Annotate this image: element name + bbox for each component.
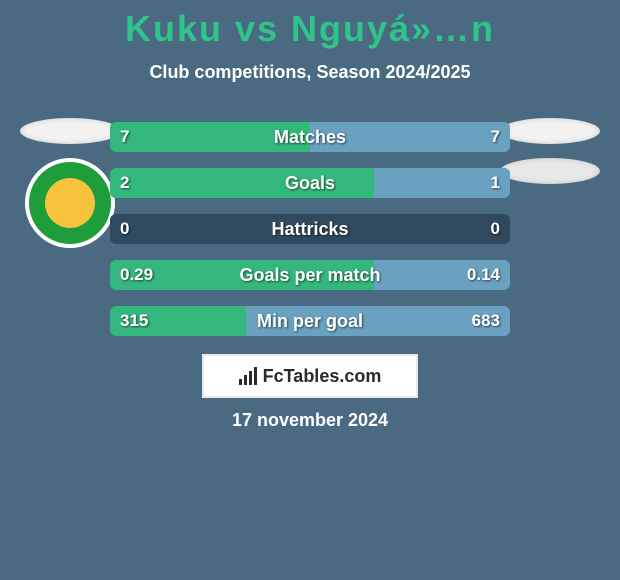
stat-value-left: 2: [120, 173, 129, 193]
stat-label: Goals: [285, 173, 335, 194]
stat-bar: 0.29 0.14 Goals per match: [110, 260, 510, 290]
team-left-club-badge-inner: [45, 178, 95, 228]
page-subtitle: Club competitions, Season 2024/2025: [0, 62, 620, 83]
stat-value-right: 7: [491, 127, 500, 147]
stat-label: Min per goal: [257, 311, 363, 332]
stat-value-left: 315: [120, 311, 148, 331]
team-left-club-badge: [25, 158, 115, 248]
bar-chart-icon: [239, 367, 257, 385]
stat-value-right: 1: [491, 173, 500, 193]
page-title: Kuku vs Nguyá»…n: [0, 8, 620, 50]
stats-bars: 7 7 Matches 2 1 Goals 0 0 Hattricks 0.29 0.14 Goals…: [110, 122, 510, 336]
stat-value-left: 0: [120, 219, 129, 239]
stat-value-right: 0.14: [467, 265, 500, 285]
stat-value-right: 0: [491, 219, 500, 239]
stat-label: Matches: [274, 127, 346, 148]
stat-bar: 0 0 Hattricks: [110, 214, 510, 244]
team-left-badge-ellipse: [20, 118, 120, 144]
stat-label: Goals per match: [239, 265, 380, 286]
brand-badge: FcTables.com: [202, 354, 418, 398]
stat-label: Hattricks: [271, 219, 348, 240]
stat-bar: 7 7 Matches: [110, 122, 510, 152]
brand-text: FcTables.com: [263, 366, 382, 387]
stat-bar: 315 683 Min per goal: [110, 306, 510, 336]
stat-value-left: 7: [120, 127, 129, 147]
team-right-badge-ellipse: [500, 118, 600, 144]
stat-bar: 2 1 Goals: [110, 168, 510, 198]
snapshot-date: 17 november 2024: [0, 410, 620, 431]
stat-value-right: 683: [472, 311, 500, 331]
comparison-card: Kuku vs Nguyá»…n Club competitions, Seas…: [0, 0, 620, 580]
team-right-club-badge-ellipse: [500, 158, 600, 184]
stat-value-left: 0.29: [120, 265, 153, 285]
